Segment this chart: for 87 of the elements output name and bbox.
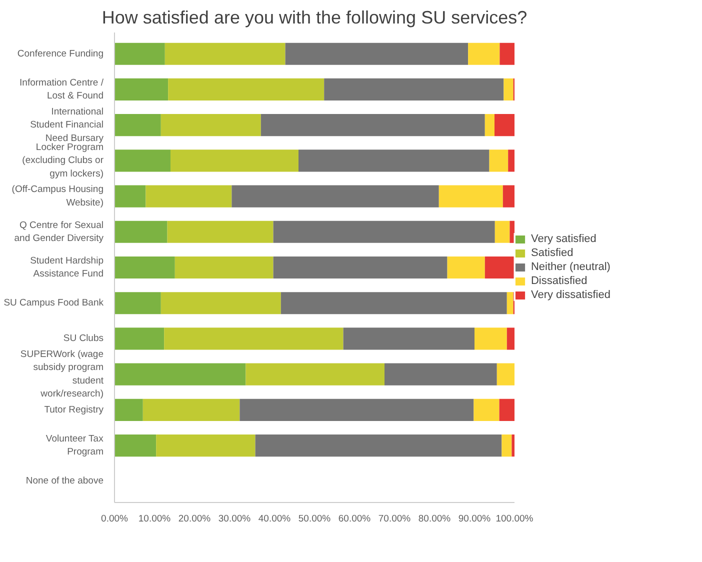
bar [114,185,146,208]
y-tick-label: International Student Financial Need Bursary [30,106,104,144]
bar [160,114,261,136]
bar [114,150,170,172]
legend-label: Very satisfied [530,233,596,245]
bar [156,434,256,457]
bar [167,220,274,243]
bar [506,328,514,350]
bar [114,292,161,314]
bar [255,434,502,457]
bar [489,150,508,172]
bar [280,292,507,314]
x-tick-label: 10.00% [138,514,172,524]
bar [512,434,514,457]
y-tick-label: Information Centre / Lost & Found [20,77,104,102]
x-tick-label: 20.00% [178,514,212,524]
bar [114,78,168,101]
bar [114,42,165,65]
bar [168,78,324,101]
y-tick-label: (Off-Campus Housing Website) [12,184,104,208]
y-tick-label: SU Clubs [63,333,104,344]
bar [285,42,468,65]
bar [114,398,143,421]
x-tick-label: 90.00% [458,514,492,524]
bar [114,363,246,386]
bar [384,363,497,386]
bar [484,256,514,279]
bar [494,220,510,243]
y-tick-label: Student Hardship Assistance Fund [30,255,104,280]
bar [232,185,439,208]
bar [438,185,503,208]
y-tick-label: Locker Program (excluding Clubs or gym lockers) [22,142,104,180]
bar [499,398,514,421]
bar [114,328,164,350]
bar [474,328,507,350]
x-tick-label: 30.00% [218,514,252,524]
x-tick-label: 40.00% [258,514,292,524]
bar [502,434,512,457]
bar [160,292,281,314]
x-tick-label: 100.00% [496,514,534,524]
chart-title: How satisfied are you with the following SU services? [102,8,528,28]
series-label: Very dissatisfied [530,289,610,301]
bar [508,150,514,172]
bar [114,256,175,279]
bar [504,78,514,101]
y-tick-label: SUPERWork (wage subsidy program student work/research) [20,349,104,400]
bar [146,185,232,208]
bar [494,114,514,136]
y-tick-label: None of the above [26,476,104,487]
bar [500,42,514,65]
x-tick-label: 0.00% [101,514,129,524]
bar [496,363,514,386]
y-tick-label: Volunteer Tax Program [46,433,104,458]
bar [246,363,384,386]
bar [170,150,298,172]
legend-label: Neither (neutral) [530,261,610,273]
y-tick-label: Tutor Registry [44,404,104,416]
x-tick-label: 70.00% [378,514,412,524]
bar [164,42,286,65]
bar [510,220,514,243]
legend-label: Dissatisfied [530,275,588,287]
bar [114,434,156,457]
legend-label: Satisfied [530,247,574,259]
bar [273,220,495,243]
bar [114,220,168,243]
bar [260,114,485,136]
bar [298,150,490,172]
bar [273,256,448,279]
bar [174,256,274,279]
bar [142,398,240,421]
bar [324,78,504,101]
bar [506,292,514,314]
y-tick-label: Conference Funding [17,48,104,60]
y-tick-label: SU Campus Food Bank [4,298,104,309]
bar [468,42,500,65]
bar [114,114,161,136]
x-tick-label: 50.00% [298,514,332,524]
bar [502,185,514,208]
bar [447,256,485,279]
bar [343,328,474,350]
x-tick-label: 80.00% [418,514,452,524]
bar [164,328,344,350]
bar [484,114,494,136]
x-tick-label: 60.00% [338,514,372,524]
bar [474,398,500,421]
bar [240,398,474,421]
y-tick-label: Q Centre for Sexual and Gender Diversity [14,220,104,244]
